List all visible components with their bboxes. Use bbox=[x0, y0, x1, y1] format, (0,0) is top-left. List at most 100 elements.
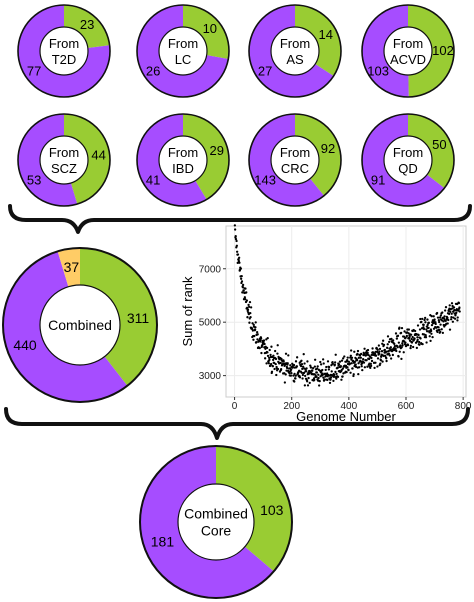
scatter-point bbox=[288, 371, 291, 375]
slice-value-label: 102 bbox=[432, 43, 454, 58]
scatter-point bbox=[266, 337, 269, 340]
scatter-point bbox=[439, 330, 442, 334]
donut-slice-green bbox=[183, 114, 230, 200]
scatter-point bbox=[287, 354, 290, 357]
slice-value-label: 103 bbox=[367, 64, 389, 79]
donut-slice-green bbox=[295, 114, 342, 196]
scatter-point bbox=[395, 337, 399, 340]
scatter-point bbox=[253, 334, 256, 338]
scatter-point bbox=[300, 362, 304, 366]
scatter-point bbox=[346, 366, 349, 369]
slice-value-label: 26 bbox=[146, 64, 160, 79]
scatter-point bbox=[313, 365, 317, 368]
scatter-point bbox=[349, 349, 353, 352]
scatter-point bbox=[450, 315, 453, 319]
scatter-point bbox=[416, 324, 420, 327]
scatter-point bbox=[239, 267, 243, 270]
scatter-point bbox=[369, 364, 373, 368]
scatter-point bbox=[457, 301, 461, 305]
scatter-point bbox=[400, 326, 404, 330]
scatter-point bbox=[419, 317, 422, 321]
scatter-point bbox=[235, 244, 239, 247]
donut-center-label: Combined bbox=[48, 317, 112, 333]
scatter-point bbox=[423, 318, 426, 322]
donut-outer-ring bbox=[248, 4, 342, 98]
scatter-point bbox=[362, 361, 366, 364]
scatter-point bbox=[351, 359, 355, 363]
scatter-point bbox=[331, 361, 334, 364]
scatter-point bbox=[409, 344, 413, 348]
donut-hole bbox=[270, 135, 320, 185]
scatter-point bbox=[418, 328, 422, 331]
scatter-point bbox=[289, 374, 293, 377]
scatter-point bbox=[292, 363, 296, 367]
scatter-point bbox=[329, 378, 332, 381]
scatter-point bbox=[425, 330, 429, 333]
scatter-point bbox=[410, 337, 413, 341]
scatter-point bbox=[407, 337, 411, 340]
scatter-point bbox=[236, 253, 240, 256]
scatter-point bbox=[357, 362, 360, 365]
scatter-point bbox=[317, 384, 321, 387]
scatter-point bbox=[271, 358, 275, 362]
scatter-point bbox=[290, 371, 293, 375]
scatter-point bbox=[254, 326, 257, 329]
scatter-point bbox=[311, 367, 315, 370]
scatter-point bbox=[373, 366, 376, 370]
scatter-point bbox=[346, 356, 349, 359]
scatter-point bbox=[397, 355, 400, 358]
scatter-point bbox=[302, 353, 305, 356]
scatter-point bbox=[415, 346, 419, 350]
scatter-point bbox=[295, 356, 299, 359]
scatter-point bbox=[332, 375, 336, 379]
scatter-point bbox=[370, 356, 373, 360]
scatter-point bbox=[315, 371, 319, 374]
scatter-point bbox=[418, 343, 421, 346]
scatter-point bbox=[374, 361, 377, 364]
scatter-point bbox=[397, 341, 401, 344]
donut-center-label: From bbox=[393, 145, 423, 160]
scatter-point bbox=[241, 283, 245, 287]
slice-value-label: 44 bbox=[91, 147, 105, 162]
scatter-point bbox=[331, 362, 335, 366]
scatter-point bbox=[383, 354, 387, 357]
scatter-point bbox=[255, 330, 259, 334]
scatter-point bbox=[244, 287, 247, 290]
scatter-point bbox=[294, 377, 297, 380]
scatter-point bbox=[433, 318, 436, 321]
scatter-point bbox=[363, 347, 366, 350]
x-tick-label: 800 bbox=[455, 401, 472, 412]
scatter-point bbox=[389, 348, 392, 351]
scatter-point bbox=[265, 346, 269, 350]
scatter-point bbox=[271, 365, 275, 368]
scatter-point bbox=[385, 346, 389, 349]
scatter-point bbox=[366, 351, 369, 355]
scatter-point bbox=[434, 321, 437, 324]
scatter-point bbox=[260, 351, 263, 355]
donut-center-label: T2D bbox=[52, 52, 77, 67]
scatter-point bbox=[269, 362, 273, 366]
scatter-point bbox=[409, 346, 412, 350]
scatter-point bbox=[321, 368, 324, 372]
scatter-point bbox=[456, 319, 459, 322]
scatter-point bbox=[326, 378, 329, 382]
donut-hole bbox=[39, 135, 89, 185]
scatter-point bbox=[329, 376, 333, 379]
scatter-point bbox=[425, 341, 428, 344]
scatter-point bbox=[355, 359, 359, 362]
scatter-point bbox=[366, 348, 370, 352]
scatter-point bbox=[376, 365, 379, 368]
scatter-point bbox=[264, 347, 267, 350]
scatter-point bbox=[322, 362, 325, 365]
scatter-point bbox=[318, 379, 321, 383]
scatter-point bbox=[417, 340, 421, 344]
scatter-point bbox=[233, 224, 237, 227]
scatter-point bbox=[451, 320, 455, 323]
scatter-point bbox=[400, 357, 403, 360]
scatter-point bbox=[245, 291, 248, 294]
scatter-point bbox=[335, 372, 338, 376]
scatter-point bbox=[313, 358, 317, 361]
scatter-point bbox=[405, 334, 409, 338]
scatter-point bbox=[349, 356, 352, 359]
scatter-point bbox=[413, 337, 416, 340]
